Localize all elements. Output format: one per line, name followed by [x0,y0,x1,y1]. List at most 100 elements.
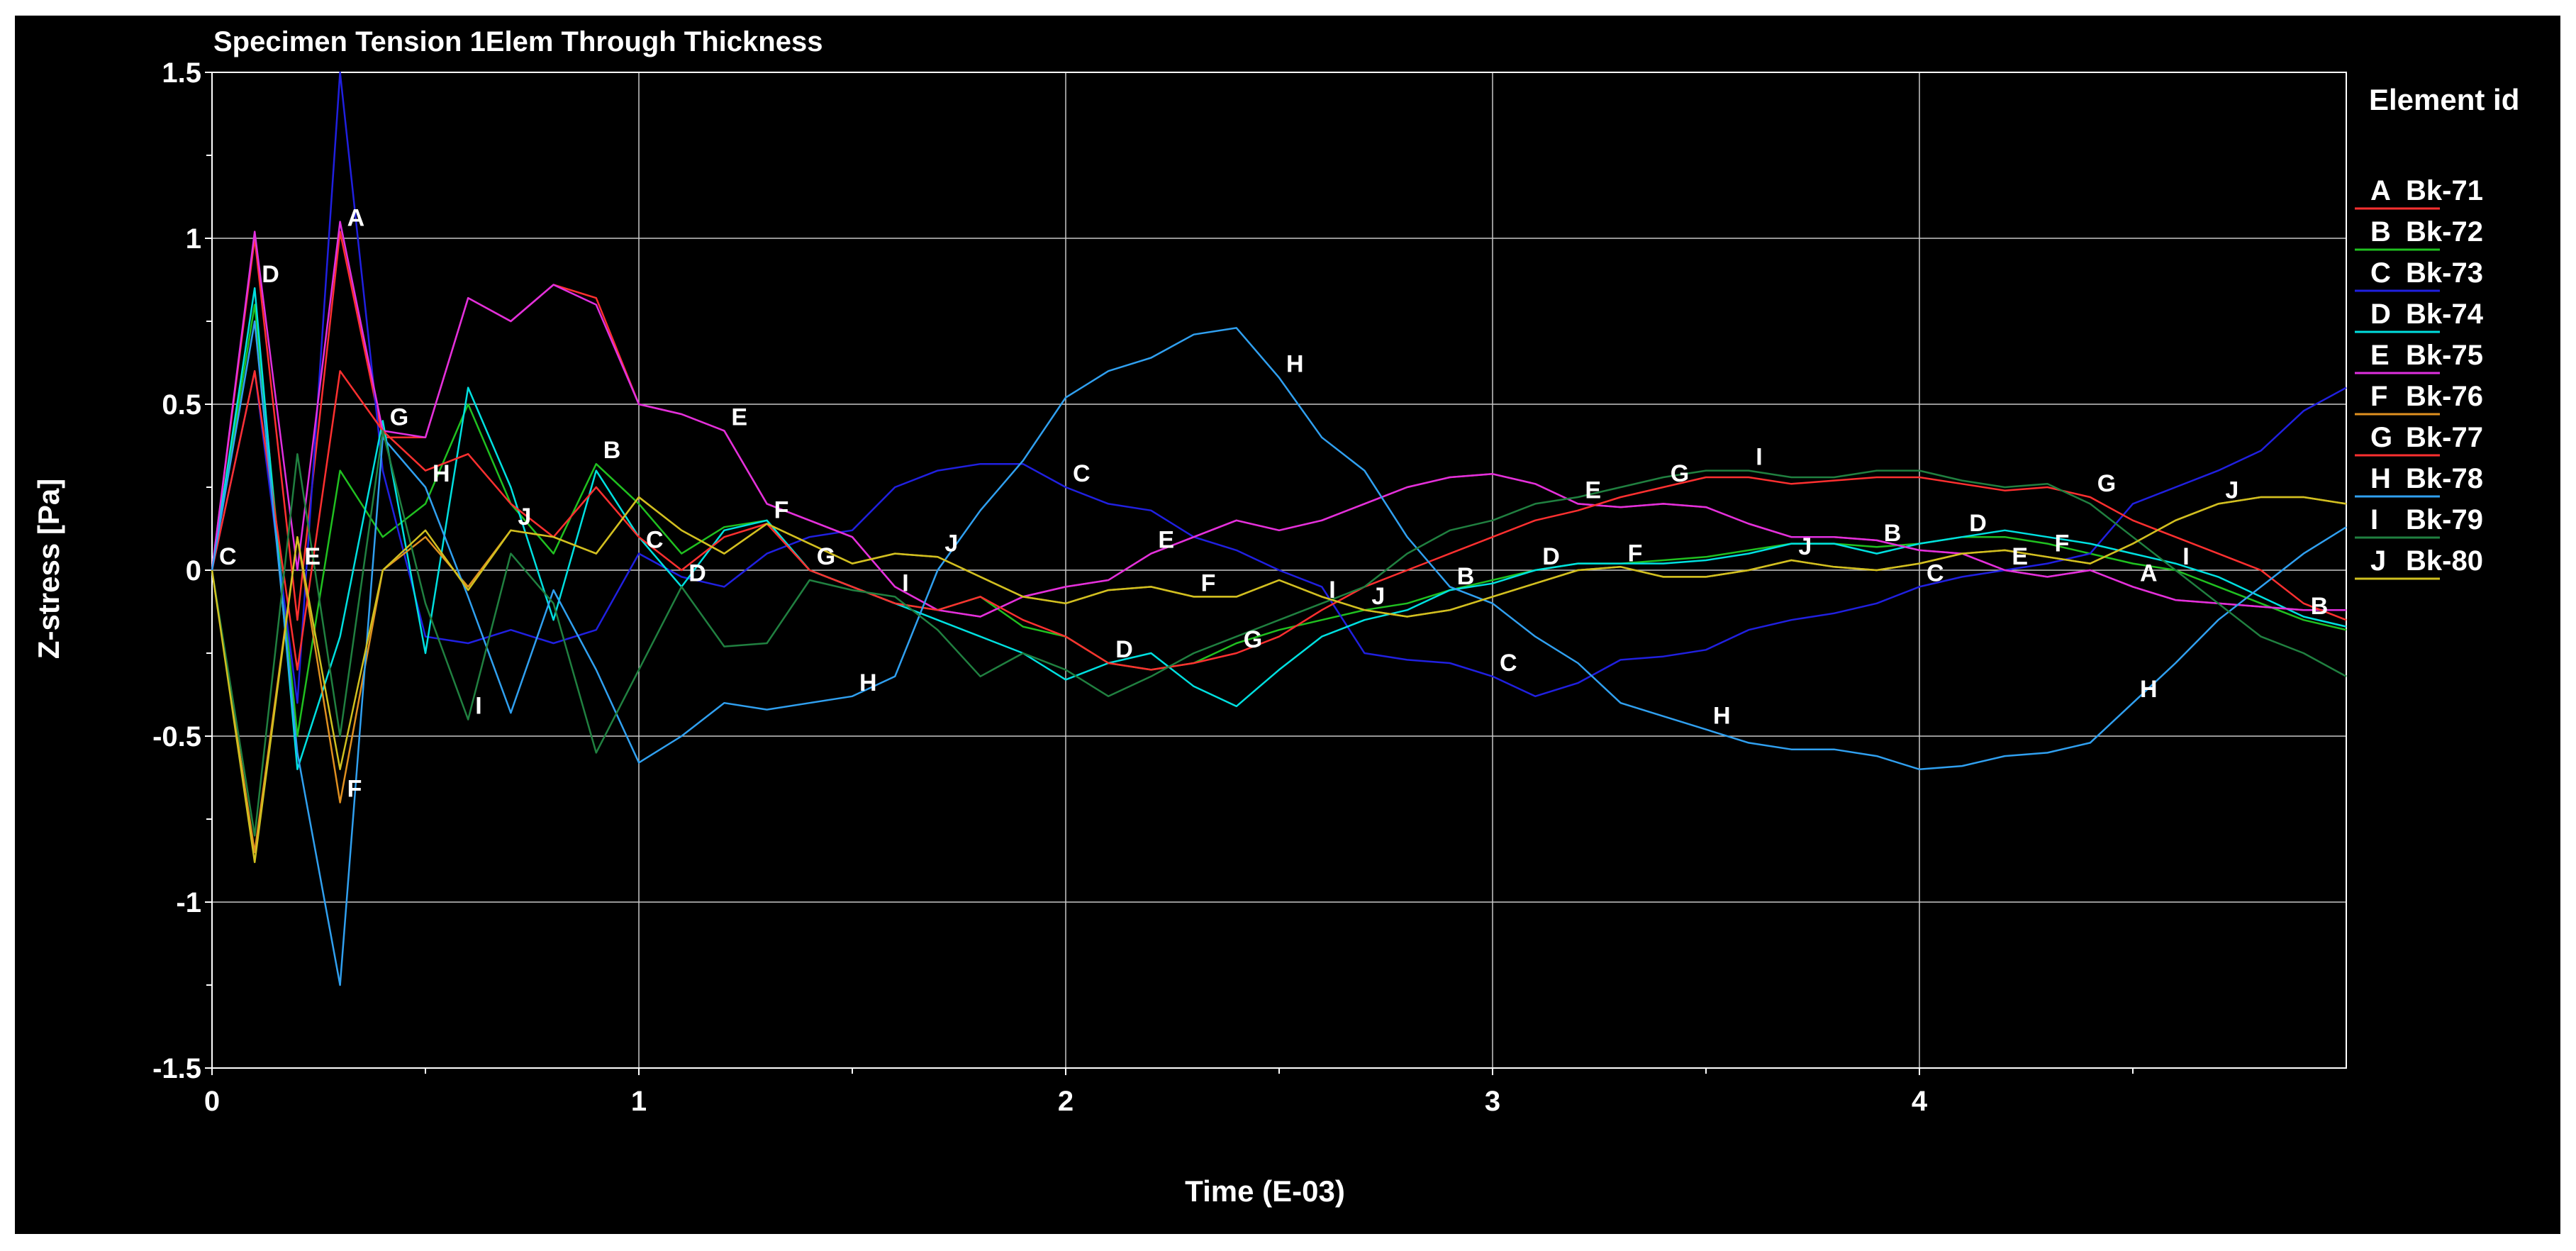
series-marker-e: E [1585,477,1601,504]
series-marker-d: D [688,560,706,586]
series-marker-h: H [1286,351,1304,378]
x-axis-label: Time (E-03) [1185,1174,1345,1208]
series-line-bk-78 [211,320,2347,986]
legend-label: Bk-72 [2406,216,2483,248]
legend-label: Bk-73 [2406,257,2483,289]
legend-letter: E [2370,340,2390,371]
legend-label: Bk-75 [2406,340,2483,371]
series-marker-f: F [1628,540,1643,567]
series-marker-h: H [1713,703,1731,730]
series-marker-i: I [475,693,481,720]
series-line-bk-80 [211,496,2347,864]
series-marker-i: I [1329,577,1335,604]
series-line-bk-75 [211,221,2346,618]
legend-letter: B [2370,216,2391,248]
legend: Element id A Bk-71 B Bk-72 C Bk-73 D Bk-74 E Bk-7… [2355,83,2519,580]
series-line-bk-79 [211,430,2347,837]
x-tick-label: 3 [1485,1086,1500,1117]
series-line-bk-72 [211,304,2347,738]
y-tick-label: -0.5 [152,721,201,752]
series-marker-g: G [390,404,408,430]
legend-label: Bk-80 [2406,545,2483,577]
series-marker-g: G [1244,626,1262,653]
legend-item-bk-73: C Bk-73 [2355,257,2483,292]
y-tick-label: 0.5 [162,389,201,421]
x-tick-label: 4 [1912,1086,1928,1117]
series-marker-f: F [2055,530,2070,557]
series-line-bk-73 [211,71,2347,704]
series-marker-a: A [2140,560,2158,586]
series-marker-a: A [347,205,365,232]
series-marker-d: D [262,261,279,288]
series-marker-e: E [1158,527,1174,554]
series-marker-f: F [1201,569,1216,596]
series-marker-h: H [433,460,450,487]
legend-label: Bk-76 [2406,381,2483,412]
series-marker-j: J [2225,477,2238,504]
legend-item-bk-72: B Bk-72 [2355,216,2483,251]
series-marker-e: E [731,404,747,430]
legend-item-bk-76: F Bk-76 [2355,381,2483,416]
series-marker-b: B [2311,593,2329,620]
series-marker-e: E [2012,543,2028,570]
series-marker-b: B [1884,520,1902,547]
series-marker-j: J [1798,533,1812,560]
y-tick-label: 0 [186,555,201,586]
legend-letter: F [2370,381,2387,412]
legend-item-bk-77: G Bk-77 [2355,422,2483,457]
series-marker-b: B [603,437,621,464]
series-marker-h: H [859,669,877,696]
series-marker-d: D [1969,510,1987,537]
legend-letter: H [2370,463,2391,494]
y-tick-label: 1.5 [162,57,201,89]
x-tick-label: 0 [204,1086,220,1117]
legend-label: Bk-78 [2406,463,2483,494]
axes: 0 1 2 3 4 -1.5 -1 -0.5 0 0.5 1 1.5 [152,57,2347,1117]
y-axis-label: Z-stress [Pa] [32,479,65,659]
legend-letter: D [2370,299,2391,330]
series-marker-c: C [1927,560,1944,586]
series-marker-j: J [944,530,958,557]
legend-item-bk-79: I Bk-79 [2355,504,2483,539]
chart-title: Specimen Tension 1Elem Through Thickness [213,26,823,57]
series-marker-c: C [1073,460,1091,487]
series-marker-i: I [2182,543,2189,570]
legend-item-bk-75: E Bk-75 [2355,340,2483,374]
series-marker-c: C [646,527,664,554]
series-marker-g: G [2097,470,2116,497]
chart-frame: Specimen Tension 1Elem Through Thickness… [15,16,2560,1234]
legend-letter: I [2370,504,2378,535]
series-marker-c: C [219,543,237,570]
series-marker-j: J [518,504,531,530]
series-marker-g: G [817,543,835,570]
series-marker-b: B [1457,563,1475,590]
series-marker-g: G [1671,460,1689,487]
legend-letter: G [2370,422,2392,453]
legend-item-bk-78: H Bk-78 [2355,463,2483,498]
series-marker-h: H [2140,676,2158,703]
y-tick-label: -1 [176,887,201,918]
x-tick-label: 1 [631,1086,647,1117]
series-marker-j: J [1371,583,1385,610]
series-marker-d: D [1542,543,1560,570]
series-marker-i: I [1756,444,1762,471]
series-marker-f: F [347,776,362,803]
legend-item-bk-80: J Bk-80 [2355,545,2483,580]
legend-label: Bk-71 [2406,175,2483,206]
legend-letter: C [2370,257,2391,289]
legend-letter: J [2370,545,2386,577]
legend-item-bk-71: A Bk-71 [2355,175,2483,210]
legend-title: Element id [2369,83,2519,116]
series-marker-f: F [774,496,789,523]
series-marker-c: C [1500,650,1517,677]
series-marker-e: E [304,543,320,570]
legend-label: Bk-74 [2406,299,2484,330]
y-tick-label: 1 [186,223,201,255]
legend-item-bk-74: D Bk-74 [2355,299,2484,333]
legend-label: Bk-77 [2406,422,2483,453]
series-layer [211,71,2347,986]
series-marker-d: D [1115,636,1133,663]
legend-letter: A [2370,175,2391,206]
y-tick-label: -1.5 [152,1053,201,1084]
